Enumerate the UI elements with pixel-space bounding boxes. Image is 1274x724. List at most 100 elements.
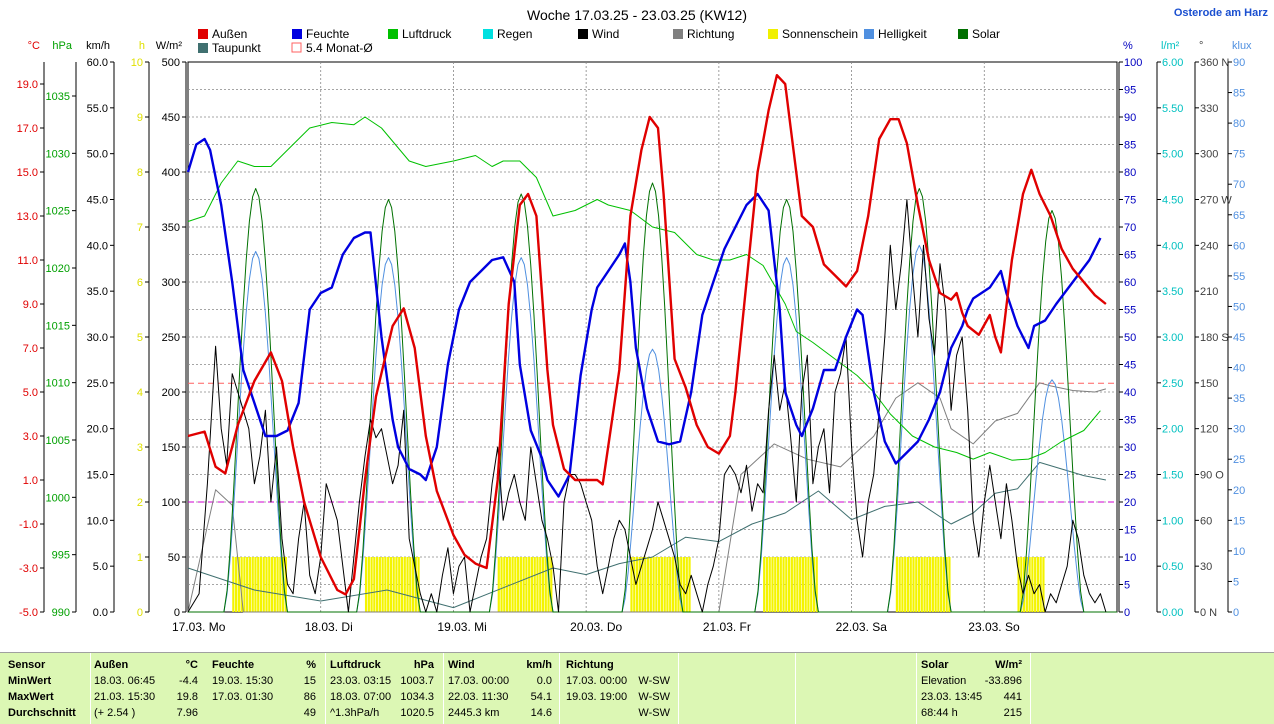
day-label: 20.03. Do	[570, 620, 622, 634]
right-axis-tick-label: 5	[1233, 576, 1239, 588]
right-axis-tick-label: 90	[1124, 112, 1136, 124]
stats-richtung-value: W-SW	[638, 691, 670, 703]
left-axis-tick-label: 150	[162, 442, 180, 454]
left-axis-unit: h	[139, 40, 145, 52]
right-axis-tick-label: 35	[1233, 393, 1245, 405]
legend-swatch	[291, 42, 302, 53]
left-axis-tick-label: 5.0	[23, 387, 38, 399]
sunshine-bar	[389, 557, 393, 612]
legend-swatch	[958, 29, 968, 39]
stats-aussen-label: 21.03. 15:30	[94, 691, 156, 703]
sunshine-bar	[649, 557, 652, 612]
stats-header: Sensor	[8, 659, 46, 671]
left-axis-tick-label: 1035	[46, 91, 70, 103]
sunshine-bar	[279, 557, 282, 612]
left-axis-tick-label: 11.0	[17, 255, 38, 267]
sunshine-bar	[674, 557, 677, 612]
stats-header-unit: °C	[185, 659, 198, 671]
right-axis-tick-label: 240	[1200, 240, 1218, 252]
left-axis-tick-label: 0	[137, 607, 143, 619]
sunshine-bar	[403, 557, 406, 612]
legend-label: Wind	[592, 27, 619, 41]
legend-swatch	[578, 29, 588, 39]
sunshine-bar	[514, 557, 517, 612]
stats-wind-value: 14.6	[530, 707, 552, 719]
sunshine-bar	[268, 557, 271, 612]
stats-wind-label: 22.03. 11:30	[448, 691, 509, 703]
left-axis-tick-label: 8	[137, 167, 143, 179]
right-axis-unit: %	[1123, 40, 1133, 52]
left-axis-tick-label: 17.0	[17, 123, 38, 135]
right-axis-tick-label: 3.00	[1162, 332, 1183, 344]
right-axis-tick-label: 65	[1124, 250, 1136, 262]
stats-luftdruck-label: ^1.3hPa/h	[330, 707, 380, 719]
sunshine-bar	[398, 557, 401, 612]
stats-feuchte-label: 19.03. 15:30	[212, 675, 274, 687]
right-axis-tick-label: 2.50	[1162, 378, 1183, 390]
legend: Außen Feuchte Luftdruck Regen Wind Richtung So…	[198, 27, 1000, 55]
sunshine-bar	[680, 557, 683, 612]
stats-luftdruck-value: 1034.3	[400, 691, 434, 703]
left-axis-tick-label: 40.0	[87, 240, 108, 252]
sunshine-bar	[652, 557, 655, 612]
left-axis-tick-label: 3	[137, 442, 143, 454]
left-axis-tick-label: 7	[137, 222, 143, 234]
left-axis-tick-label: 15.0	[87, 470, 108, 482]
right-axis-tick-label: 1.00	[1162, 515, 1183, 527]
right-axes: %100959085807570656055504540353025201510…	[1118, 40, 1252, 619]
left-axis-tick-label: 50	[168, 552, 180, 564]
sunshine-bar	[1025, 557, 1028, 612]
sunshine-bar	[787, 557, 791, 612]
stats-separator	[678, 653, 679, 724]
sunshine-bar	[262, 557, 265, 612]
sunshine-bar	[525, 557, 528, 612]
stats-separator	[443, 653, 444, 724]
right-axis-tick-label: 95	[1124, 85, 1136, 97]
sunshine-bar	[655, 557, 658, 612]
sunshine-bar	[257, 557, 260, 612]
sunshine-bar	[937, 557, 940, 612]
right-axis-tick-label: 5.00	[1162, 149, 1183, 161]
left-axis-tick-label: 15.0	[17, 167, 38, 179]
left-axis-tick-label: 35.0	[87, 286, 108, 298]
left-axis-tick-label: 1015	[46, 320, 70, 332]
right-axis-tick-label: 20	[1124, 497, 1136, 509]
right-axis-tick-label: 5	[1124, 580, 1130, 592]
sunshine-bar	[411, 557, 415, 612]
left-axis-tick-label: 2	[137, 497, 143, 509]
sunshine-bar	[550, 557, 553, 612]
right-axis-tick-label: 0	[1233, 607, 1239, 619]
sunshine-bar	[284, 557, 287, 612]
left-axis-tick-label: 45.0	[87, 195, 108, 207]
right-axis-tick-label: 180 S	[1200, 332, 1229, 344]
left-axis-tick-label: 9	[137, 112, 143, 124]
right-axis-tick-label: 55	[1233, 271, 1245, 283]
legend-swatch	[673, 29, 683, 39]
stats-separator	[1030, 653, 1031, 724]
sunshine-bar	[500, 557, 503, 612]
right-axis-tick-label: 55	[1124, 305, 1136, 317]
right-axis-tick-label: 85	[1124, 140, 1136, 152]
sunshine-bar	[671, 557, 675, 612]
sunshine-bar	[246, 557, 249, 612]
sunshine-bar	[1028, 557, 1031, 612]
left-axis-tick-label: 1025	[46, 206, 70, 218]
right-axis-tick-label: 50	[1124, 332, 1136, 344]
stats-feuchte-value: 86	[303, 691, 316, 703]
right-axis-tick-label: 25	[1233, 454, 1245, 466]
series-line-solar	[188, 182, 1117, 613]
right-axis-tick-label: 70	[1233, 179, 1245, 191]
sunshine-bar	[782, 557, 785, 612]
sunshine-bar	[522, 557, 525, 612]
day-label: 18.03. Di	[305, 620, 353, 634]
stats-feuchte-value: 49	[303, 707, 316, 719]
sunshine-bar	[920, 557, 923, 612]
right-axis-tick-label: 70	[1124, 222, 1136, 234]
left-axis-tick-label: 10	[131, 57, 143, 69]
stats-header-unit: W/m²	[995, 659, 1022, 671]
sunshine-bar	[793, 557, 796, 612]
sunshine-bar	[774, 557, 777, 612]
sunshine-bar	[669, 557, 672, 612]
left-axis-tick-label: -3.0	[19, 563, 38, 575]
sunshine-bar	[240, 557, 243, 612]
